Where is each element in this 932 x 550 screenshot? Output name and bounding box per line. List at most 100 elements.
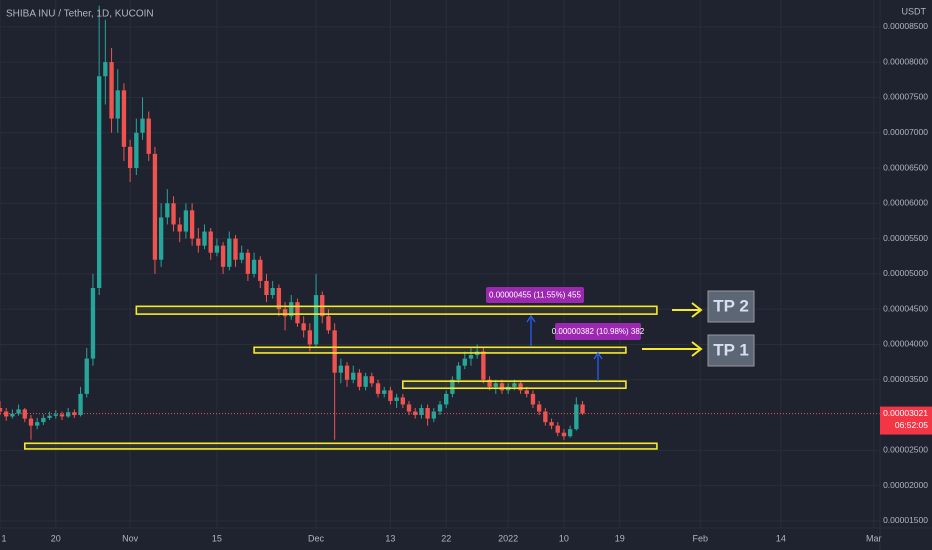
candle-body <box>468 355 474 359</box>
candle-body <box>332 330 337 373</box>
candle-body <box>574 404 579 430</box>
target-box <box>707 290 755 323</box>
target-label: TP 2 <box>713 296 749 315</box>
candle-body <box>375 383 381 394</box>
candle-body <box>363 376 368 387</box>
y-tick-label: 0.00005000 <box>883 268 928 278</box>
x-tick-label: Feb <box>693 533 709 543</box>
candle-body <box>499 383 505 391</box>
candle-body <box>103 62 108 77</box>
candle-body <box>78 393 83 416</box>
candle-body <box>202 231 207 246</box>
y-tick-label: 0.00007500 <box>883 92 928 102</box>
y-tick-label: 0.00003500 <box>883 374 928 384</box>
candle-body <box>580 404 585 414</box>
candle-body <box>413 411 418 416</box>
last-price-box <box>880 406 932 435</box>
candle-body <box>344 365 350 380</box>
x-tick-label: 2022 <box>498 533 518 543</box>
candle-body <box>425 408 430 419</box>
x-tick-label: 1 <box>1 533 6 543</box>
candle-body <box>115 90 120 119</box>
candle-body <box>196 238 201 246</box>
candle-body <box>282 309 288 317</box>
candle-body <box>295 302 300 324</box>
countdown-label: 06:52:05 <box>895 420 928 430</box>
axes: 0.00008500 0.00008000 0.00007500 0.00007000… <box>1 21 932 543</box>
candle-body <box>35 422 40 426</box>
candle-body <box>214 245 220 253</box>
candle-body <box>10 413 15 417</box>
candle-body <box>369 376 374 384</box>
grid <box>0 0 880 528</box>
target-label: TP 1 <box>713 340 749 359</box>
y-tick-label: 0.00008500 <box>883 21 928 31</box>
zone <box>402 380 627 390</box>
candle-body <box>121 90 127 147</box>
x-tick-label: 22 <box>441 533 451 543</box>
x-tick-label: 14 <box>776 533 786 543</box>
candle-body <box>72 412 77 416</box>
candle-body <box>301 323 306 331</box>
candle-body <box>450 379 455 394</box>
candle-body <box>59 414 65 417</box>
candle-body <box>481 351 486 380</box>
y-tick-label: 0.00008000 <box>883 56 928 66</box>
candle-body <box>338 365 344 373</box>
candle-body <box>127 146 133 168</box>
chart-title: SHIBA INU / Tether, 1D, KUCOIN <box>6 9 154 20</box>
y-tick-label: 0.00002000 <box>883 480 928 490</box>
candle-body <box>543 411 548 423</box>
candle-body <box>84 358 89 394</box>
candle-body <box>109 62 114 119</box>
candle-body <box>549 422 554 426</box>
candle-body <box>444 393 449 405</box>
candle-body <box>90 288 96 359</box>
candle-body <box>382 390 387 394</box>
candle-body <box>251 259 257 274</box>
zone <box>23 442 658 450</box>
x-tick-label: 20 <box>51 533 61 543</box>
candle-body <box>47 415 52 418</box>
arrow-head <box>691 341 703 357</box>
x-tick-label: Dec <box>308 533 325 543</box>
candle-body <box>518 383 523 391</box>
candle-body <box>456 365 461 380</box>
candle-body <box>140 118 145 133</box>
candle-body <box>171 203 176 225</box>
candle-body <box>177 224 182 232</box>
candle-body <box>96 76 102 288</box>
candle-body <box>189 210 195 239</box>
candle-body <box>530 393 536 405</box>
candle-body <box>313 295 319 345</box>
candle-body <box>227 238 232 267</box>
x-tick-label: Mar <box>866 533 882 543</box>
candle-body <box>431 411 436 419</box>
x-tick-label: 19 <box>615 533 625 543</box>
x-tick-label: Nov <box>122 533 139 543</box>
y-tick-label: 0.00006000 <box>883 198 928 208</box>
candle-body <box>400 397 405 405</box>
y-tick-label: 0.00001500 <box>883 515 928 525</box>
candle-body <box>524 390 529 394</box>
candle-body <box>394 397 399 401</box>
candle-body <box>357 372 362 387</box>
last-price-label: 0.00003021 <box>883 408 928 418</box>
y-tick-label: 0.00007000 <box>883 127 928 137</box>
candle-body <box>220 245 226 267</box>
candle-body <box>276 288 282 310</box>
candle-body <box>28 418 34 426</box>
candle-body <box>388 390 393 401</box>
arrow-head <box>593 351 603 360</box>
candle-body <box>183 210 189 232</box>
candle-body <box>239 252 244 260</box>
candle-body <box>487 379 492 387</box>
candle-body <box>462 358 467 366</box>
measure-label: 0.00000382 (10.98%) 382 <box>552 327 645 336</box>
candle-body <box>152 153 158 260</box>
candle-body <box>258 259 263 281</box>
candle-body <box>158 217 164 260</box>
y-tick-label: 0.00004500 <box>883 303 928 313</box>
measure-label-box <box>486 287 584 303</box>
